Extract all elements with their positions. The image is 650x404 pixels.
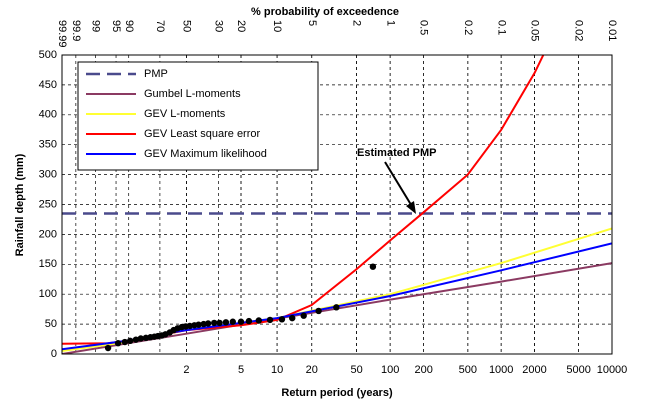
y-axis-label: Rainfall depth (mm) — [14, 153, 26, 256]
y-tick-label: 500 — [39, 49, 57, 61]
x-axis-label: Return period (years) — [281, 387, 393, 399]
y-tick-label: 150 — [39, 258, 57, 270]
legend-label: PMP — [144, 68, 168, 80]
x2-tick-label: 30 — [213, 20, 225, 32]
annotation-arrowhead — [406, 201, 416, 214]
legend-label: GEV L-moments — [144, 108, 226, 120]
data-point — [315, 307, 322, 315]
x2-tick-label: 1 — [384, 20, 396, 26]
data-point — [195, 321, 202, 328]
data-point — [229, 318, 236, 325]
x-tick-label: 5000 — [566, 364, 590, 376]
data-point — [255, 317, 263, 324]
data-point — [104, 344, 112, 352]
x-tick-label: 50 — [350, 364, 362, 376]
y-tick-label: 100 — [39, 288, 57, 300]
x-tick-label: 20 — [306, 364, 318, 376]
x2-tick-label: 5 — [306, 20, 318, 26]
x-tick-label: 2000 — [522, 364, 546, 376]
x-tick-label: 5 — [238, 364, 244, 376]
legend-label: GEV Least square error — [144, 128, 261, 140]
y-tick-label: 200 — [39, 228, 57, 240]
x-tick-label: 1000 — [489, 364, 513, 376]
legend-label: Gumbel L-moments — [144, 88, 241, 100]
data-point — [289, 314, 296, 322]
x2-tick-label: 20 — [235, 20, 247, 32]
data-point — [121, 338, 129, 346]
x-tick-label: 200 — [414, 364, 432, 376]
plot-frame — [61, 54, 613, 355]
data-point — [216, 319, 223, 327]
y-tick-label: 250 — [39, 198, 57, 210]
x2-tick-label: 0.01 — [606, 20, 618, 41]
x-tick-label: 500 — [459, 364, 477, 376]
x2-tick-label: 90 — [123, 20, 135, 32]
y-tick-label: 300 — [39, 169, 57, 181]
data-point — [222, 319, 230, 326]
data-point — [369, 263, 377, 270]
annotation-arrow — [384, 161, 414, 209]
data-point — [204, 320, 212, 327]
x2-tick-label: 50 — [181, 20, 193, 32]
y-tick-label: 350 — [39, 139, 57, 151]
x2-tick-label: 0.05 — [529, 20, 541, 41]
x2-tick-label: 0.02 — [573, 20, 585, 41]
data-point — [333, 304, 340, 311]
x2-tick-label: 70 — [154, 20, 166, 32]
x-tick-label: 100 — [381, 364, 399, 376]
x2-tick-label: 99.9 — [70, 20, 82, 41]
data-point — [266, 316, 274, 324]
y-tick-label: 50 — [45, 318, 57, 330]
y-tick-label: 450 — [39, 79, 57, 91]
x-tick-label: 10000 — [597, 364, 628, 376]
x-tick-label: 2 — [183, 364, 189, 376]
x2-tick-label: 99.99 — [56, 20, 68, 48]
x2-tick-label: 0.1 — [495, 20, 507, 35]
legend-box — [77, 61, 319, 171]
x2-tick-label: 99 — [89, 20, 101, 32]
lines — [62, 55, 612, 354]
x2-axis-label: % probability of exceedence — [251, 6, 399, 18]
y-tick-label: 0 — [51, 348, 57, 360]
x-tick-label: 10 — [271, 364, 283, 376]
annotation: Estimated PMP — [357, 147, 436, 159]
legend: PMP Gumbel L-moments GEV L-moments GEV Leas… — [77, 61, 319, 171]
data-point — [237, 318, 245, 325]
data-point — [137, 335, 144, 342]
data-point — [126, 337, 134, 345]
legend-label: GEV Maximum likelihood — [144, 148, 267, 160]
data-point — [132, 336, 140, 343]
data-point — [300, 312, 307, 319]
x2-tick-label: 0.5 — [418, 20, 430, 35]
y-tick-label: 400 — [39, 109, 57, 121]
data-point — [245, 317, 253, 325]
x2-tick-label: 10 — [271, 20, 283, 32]
data-point — [211, 319, 218, 327]
x2-tick-label: 2 — [351, 20, 363, 26]
data-point — [114, 340, 122, 347]
x2-tick-label: 95 — [110, 20, 122, 32]
x2-tick-label: 0.2 — [462, 20, 474, 35]
data-point — [278, 316, 286, 323]
